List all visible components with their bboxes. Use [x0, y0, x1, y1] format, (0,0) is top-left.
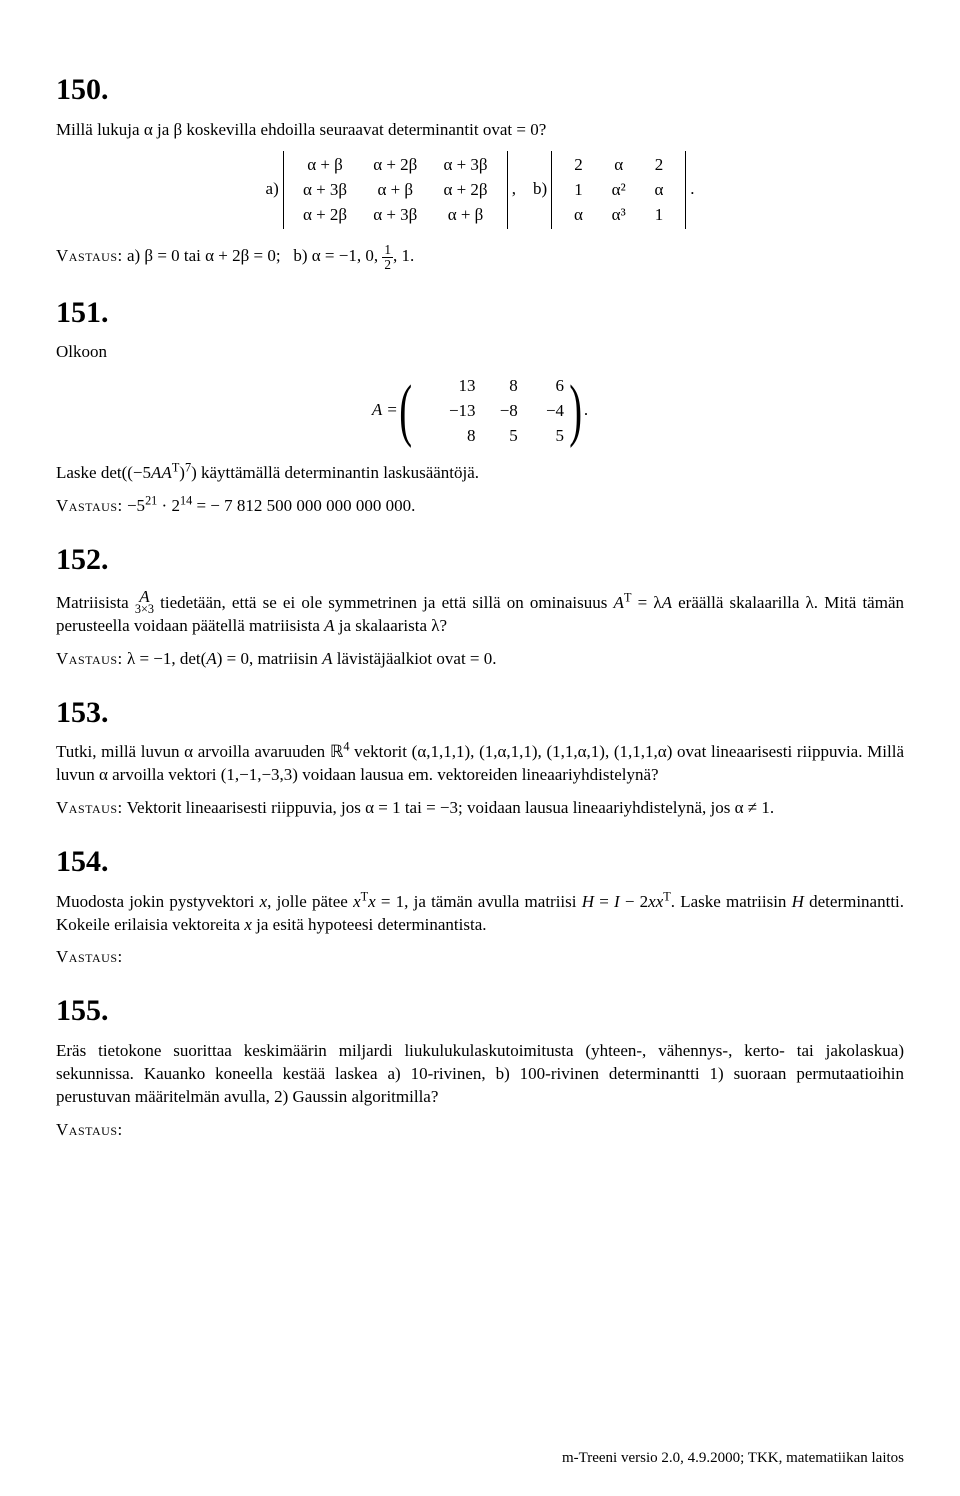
problem-number-152: 152.	[56, 540, 904, 581]
det-a-label: a)	[266, 179, 279, 198]
problem-number-154: 154.	[56, 842, 904, 883]
problem-151-answer: Vastaus: −521 · 214 = − 7 812 500 000 00…	[56, 495, 904, 518]
period: .	[690, 179, 694, 198]
vastaus-label: Vastaus:	[56, 496, 123, 515]
det-b-label: b)	[533, 179, 547, 198]
problem-153-answer: Vastaus: Vektorit lineaarisesti riippuvi…	[56, 797, 904, 820]
problem-150-determinants: a) α + β α + 2β α + 3β α + 3β α + β α + …	[56, 151, 904, 229]
problem-154-answer: Vastaus:	[56, 946, 904, 969]
period: .	[584, 400, 588, 419]
paren-left: (	[399, 376, 412, 446]
problem-151-matrix: A = ( 13 8 6 −13 −8 −4 8 5 5 ) .	[56, 374, 904, 448]
problem-150-question: Millä lukuja α ja β koskevilla ehdoilla …	[56, 119, 904, 142]
vastaus-label: Vastaus:	[56, 246, 123, 265]
problem-number-155: 155.	[56, 991, 904, 1032]
problem-155-answer: Vastaus:	[56, 1119, 904, 1142]
A-equals: A =	[372, 400, 398, 419]
vastaus-label: Vastaus:	[56, 1120, 123, 1139]
comma: ,	[512, 179, 516, 198]
problem-151-intro: Olkoon	[56, 341, 904, 364]
vastaus-label: Vastaus:	[56, 947, 123, 966]
vastaus-label: Vastaus:	[56, 798, 123, 817]
problem-number-151: 151.	[56, 293, 904, 334]
problem-154-question: Muodosta jokin pystyvektori x, jolle pät…	[56, 891, 904, 937]
problem-153-question: Tutki, millä luvun α arvoilla avaruuden …	[56, 741, 904, 787]
problem-number-150: 150.	[56, 70, 904, 111]
problem-151-task: Laske det((−5AAT)7) käyttämällä determin…	[56, 462, 904, 485]
matrix-A: 13 8 6 −13 −8 −4 8 5 5	[414, 374, 569, 448]
problem-152-question: Matriisista A3×3 tiedetään, että se ei o…	[56, 589, 904, 638]
problem-number-153: 153.	[56, 693, 904, 734]
det-b: 2 α 2 1 α² α α α³ 1	[551, 151, 686, 229]
vastaus-label: Vastaus:	[56, 649, 123, 668]
page-footer: m-Treeni versio 2.0, 4.9.2000; TKK, mate…	[562, 1448, 904, 1468]
det-a: α + β α + 2β α + 3β α + 3β α + β α + 2β …	[283, 151, 508, 229]
problem-150-answer: Vastaus: a) β = 0 tai α + 2β = 0; b) α =…	[56, 243, 904, 271]
problem-152-answer: Vastaus: λ = −1, det(A) = 0, matriisin A…	[56, 648, 904, 671]
problem-155-question: Eräs tietokone suorittaa keskimäärin mil…	[56, 1040, 904, 1109]
paren-right: )	[570, 376, 583, 446]
